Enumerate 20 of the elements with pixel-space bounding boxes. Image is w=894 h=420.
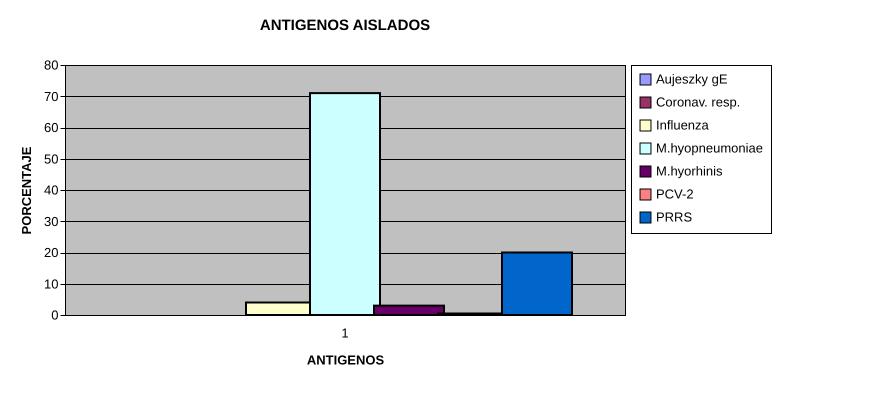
legend-label: PCV-2 [656,186,694,202]
y-tick-label: 80 [44,58,58,72]
chart-title: ANTIGENOS AISLADOS [260,17,430,34]
legend-label: M.hyopneumoniae [656,140,763,156]
y-tick-label: 40 [44,182,58,198]
y-tick-label: 70 [44,88,58,104]
legend-label: Coronav. resp. [656,94,740,110]
legend-label: M.hyorhinis [656,164,723,178]
legend-label: PRRS [656,210,692,224]
y-tick-label: 10 [44,276,58,292]
y-tick-label: 20 [44,245,58,260]
y-tick-label: 30 [44,214,58,229]
x-tick-label: 1 [341,326,349,340]
y-axis-title: PORCENTAJE [19,146,34,234]
legend-label: Aujeszky gE [656,72,728,86]
x-axis-title: ANTIGENOS [306,352,384,368]
y-tick-label: 60 [44,120,58,135]
y-tick-label: 0 [51,308,58,322]
y-tick-label: 50 [44,151,58,166]
legend-label: Influenza [656,118,710,132]
